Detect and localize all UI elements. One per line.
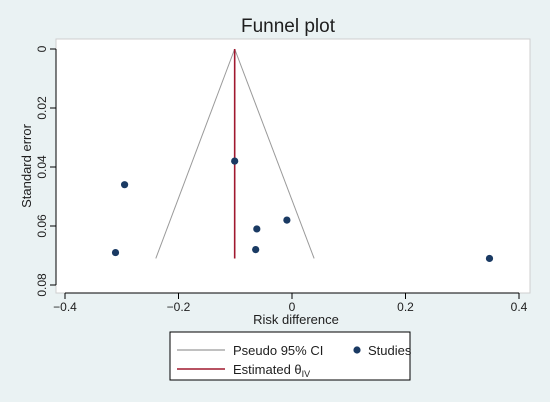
- x-tick-label: −0.2: [167, 300, 191, 314]
- legend: Pseudo 95% CI Studies Estimated θIV: [169, 331, 412, 381]
- legend-box: [169, 331, 411, 381]
- y-tick-label: 0.02: [35, 96, 49, 120]
- y-tick-label: 0.08: [35, 273, 49, 297]
- x-tick-label: 0.4: [511, 300, 528, 314]
- plot-area: [55, 38, 531, 294]
- y-axis: 0 0.02 0.04 0.06 0.08: [35, 45, 57, 297]
- pseudo-ci-lines: [155, 48, 315, 259]
- y-axis-label: Standard error: [19, 123, 34, 207]
- x-axis: −0.4 −0.2 0 0.2 0.4: [53, 292, 528, 314]
- study-point: [120, 181, 129, 189]
- study-point: [283, 216, 291, 224]
- study-point: [231, 157, 239, 165]
- legend-estimate-text: Estimated θ: [233, 362, 302, 377]
- legend-studies-marker: [353, 346, 361, 354]
- legend-studies-label: Studies: [368, 343, 412, 358]
- ci-line-left: [155, 48, 236, 259]
- y-tick-label: 0.06: [35, 214, 49, 238]
- legend-estimate-subscript: IV: [302, 369, 311, 379]
- x-tick-label: 0.2: [397, 300, 414, 314]
- ci-line-right: [234, 48, 315, 259]
- x-axis-label: Risk difference: [253, 312, 339, 327]
- y-tick-label: 0: [35, 45, 49, 52]
- study-point: [111, 248, 120, 257]
- x-tick-label: −0.4: [53, 300, 77, 314]
- x-tick-label: 0: [289, 300, 296, 314]
- chart-title: Funnel plot: [241, 16, 336, 37]
- study-points: [111, 157, 494, 263]
- study-point: [485, 254, 494, 263]
- study-point: [252, 246, 260, 254]
- legend-ci-label: Pseudo 95% CI: [233, 343, 323, 358]
- y-tick-label: 0.04: [35, 155, 49, 179]
- legend-estimate-label: Estimated θIV: [233, 362, 310, 379]
- study-point: [253, 225, 261, 233]
